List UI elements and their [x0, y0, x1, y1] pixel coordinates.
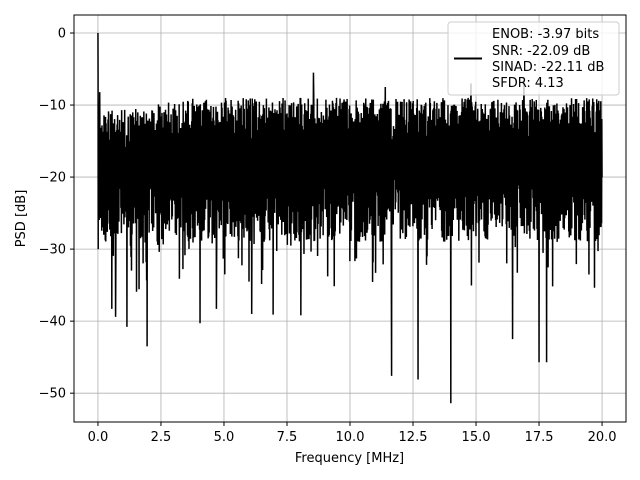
x-tick-label: 7.5: [277, 430, 298, 445]
x-tick-label: 15.0: [462, 430, 491, 445]
y-tick-label: −50: [39, 387, 66, 402]
y-tick-label: −30: [39, 243, 66, 258]
y-tick-label: −20: [39, 171, 66, 186]
legend-sinad: SINAD: -22.11 dB: [492, 60, 604, 75]
legend-snr: SNR: -22.09 dB: [492, 44, 590, 59]
y-tick-label: −40: [39, 315, 66, 330]
y-tick-label: 0: [58, 27, 66, 42]
plot-area: [97, 33, 603, 404]
legend-sfdr: SFDR: 4.13: [492, 76, 564, 91]
psd-series-line: [97, 33, 603, 404]
y-axis-ticks: 0 −10 −20 −30 −40 −50: [39, 27, 74, 402]
x-axis-label: Frequency [MHz]: [295, 451, 404, 466]
x-tick-label: 10.0: [336, 430, 365, 445]
x-tick-label: 0.0: [88, 430, 109, 445]
x-axis-ticks: 0.0 2.5 5.0 7.5 10.0 12.5 15.0 17.5 20.0: [88, 422, 617, 445]
x-tick-label: 5.0: [214, 430, 235, 445]
x-tick-label: 17.5: [525, 430, 554, 445]
legend: ENOB: -3.97 bits SNR: -22.09 dB SINAD: -…: [447, 21, 620, 96]
x-tick-label: 2.5: [151, 430, 172, 445]
legend-box: [447, 21, 620, 96]
legend-enob: ENOB: -3.97 bits: [492, 27, 599, 42]
x-tick-label: 20.0: [588, 430, 617, 445]
y-axis-label: PSD [dB]: [14, 190, 29, 248]
x-tick-label: 12.5: [399, 430, 428, 445]
y-tick-label: −10: [39, 99, 66, 114]
